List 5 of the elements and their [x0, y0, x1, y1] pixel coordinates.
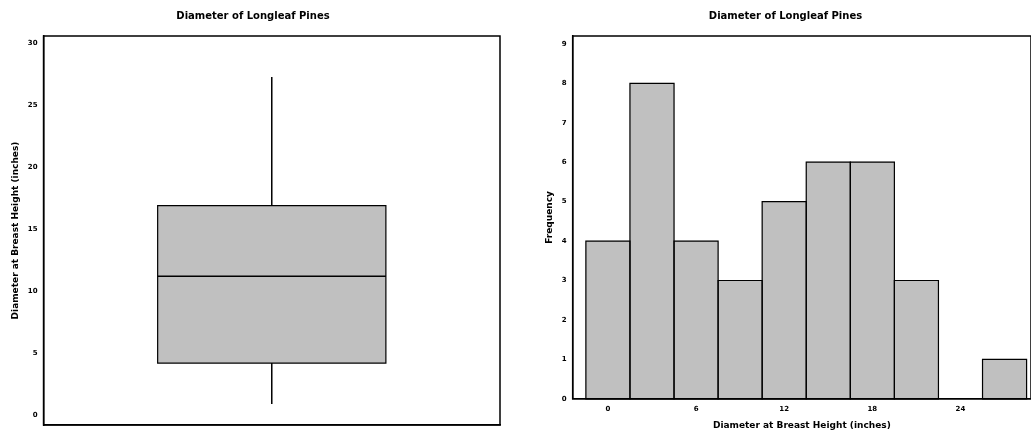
chart-title: Diameter of Longleaf Pines	[708, 9, 863, 21]
y-axis-title: Frequency	[543, 190, 554, 244]
x-axis-title: Diameter at Breast Height (inches)	[712, 419, 891, 430]
chart-title: Diameter of Longleaf Pines	[176, 9, 330, 21]
y-axis-title: Diameter at Breast Height (inches)	[9, 141, 20, 320]
